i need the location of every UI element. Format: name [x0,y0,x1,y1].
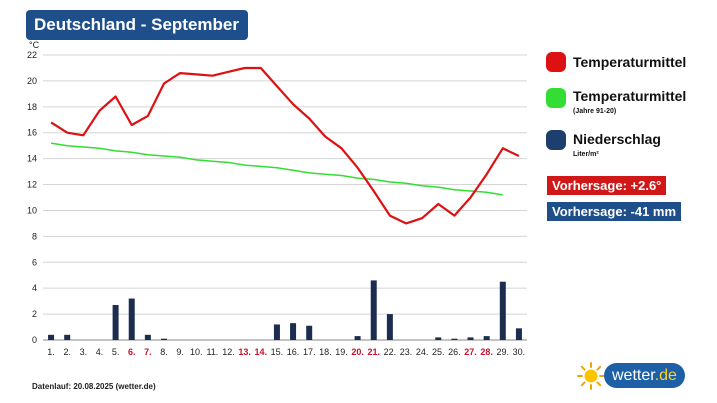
x-tick-label: 6. [128,347,136,357]
y-axis-ticks: 0 2 4 6 8 10 12 14 16 18 20 22 [27,50,37,345]
x-tick-label: 27. [464,347,477,357]
x-tick-label: 3. [80,347,88,357]
x-tick-label: 2. [63,347,71,357]
x-axis-ticks: 1. 2. 3. 4. 5. 6. 7. 8. 9. 10. 11. 12. 13. 14. 15. 16. 1… [47,347,525,357]
x-tick-label: 11. [206,347,218,357]
x-tick-label: 10. [190,347,203,357]
y-tick-label: 4 [32,283,37,293]
precipitation-bar [48,334,55,340]
precipitation-bar [306,325,313,340]
y-tick-label: 12 [27,180,37,190]
x-tick-label: 26. [448,347,461,357]
precipitation-bar [435,337,442,340]
x-tick-label: 17. [303,347,316,357]
x-tick-label: 12. [222,347,235,357]
precipitation-bar [64,334,71,340]
page-title: Deutschland - September [26,10,248,40]
x-tick-label: 16. [287,347,300,357]
precipitation-bar [273,324,280,340]
x-tick-label: 8. [160,347,168,357]
y-tick-label: 18 [27,102,37,112]
temperature-lines [50,66,520,225]
legend-label-precipitation: Niederschlag [573,131,661,147]
precipitation-bars [48,280,522,340]
y-axis-label: °C [29,40,40,50]
precipitation-bar [499,281,506,340]
x-tick-label: 19. [335,347,348,357]
y-tick-label: 16 [27,128,37,138]
y-tick-label: 2 [32,309,37,319]
x-tick-label: 24. [416,347,429,357]
precipitation-bar [128,298,135,340]
legend-label-temperature-normal: Temperaturmittel [573,88,687,104]
x-tick-label: 15. [271,347,284,357]
x-tick-label: 28. [480,347,493,357]
series-line-temperature [50,66,520,225]
precipitation-bar [483,336,490,340]
precipitation-bar [354,336,361,340]
precipitation-bar [161,338,167,340]
y-tick-label: 0 [32,335,37,345]
precipitation-bar [370,280,377,340]
y-tick-label: 10 [27,205,37,215]
precipitation-bar [290,323,297,340]
legend-swatch-temperature-normal [546,88,566,108]
wetter-de-logo[interactable]: wetter.de [577,362,692,390]
legend-sub-temperature-normal: (Jahre 91-20) [573,108,617,115]
x-tick-label: 1. [47,347,55,357]
x-tick-label: 4. [96,347,104,357]
x-tick-label: 13. [238,347,251,357]
precipitation-bar [144,334,151,340]
x-tick-label: 5. [112,347,120,357]
x-tick-label: 21. [367,347,380,357]
y-tick-label: 6 [32,257,37,267]
y-tick-label: 20 [27,76,37,86]
x-tick-label: 29. [497,347,510,357]
y-tick-label: 14 [27,154,37,164]
x-tick-label: 14. [255,347,268,357]
legend-sub-precipitation: Liter/m² [573,151,599,158]
x-tick-label: 30. [513,347,526,357]
legend-swatch-temperature [546,52,566,72]
precipitation-bar [467,337,474,340]
x-tick-label: 7. [144,347,152,357]
forecast-precipitation-badge: Vorhersage: -41 mm [547,202,682,221]
x-tick-label: 20. [351,347,364,357]
x-tick-label: 9. [176,347,184,357]
data-run-footer: Datenlauf: 20.08.2025 (wetter.de) [32,382,156,391]
precipitation-bar [112,305,119,340]
x-tick-label: 22. [384,347,397,357]
logo-wordmark: wetter.de [604,363,685,388]
y-tick-label: 8 [32,231,37,241]
y-tick-label: 22 [27,50,37,60]
x-tick-label: 25. [432,347,445,357]
legend-swatch-precipitation [546,130,566,150]
chart-grid [43,54,527,341]
sun-icon [577,362,605,390]
x-tick-label: 18. [319,347,332,357]
precipitation-bar [515,328,522,340]
legend-label-temperature: Temperaturmittel [573,54,687,70]
forecast-temperature-badge: Vorhersage: +2.6° [547,176,667,195]
series-line-temperature-normal [50,142,503,196]
x-tick-label: 23. [400,347,413,357]
precipitation-bar [386,314,393,340]
precipitation-bar [451,338,458,340]
